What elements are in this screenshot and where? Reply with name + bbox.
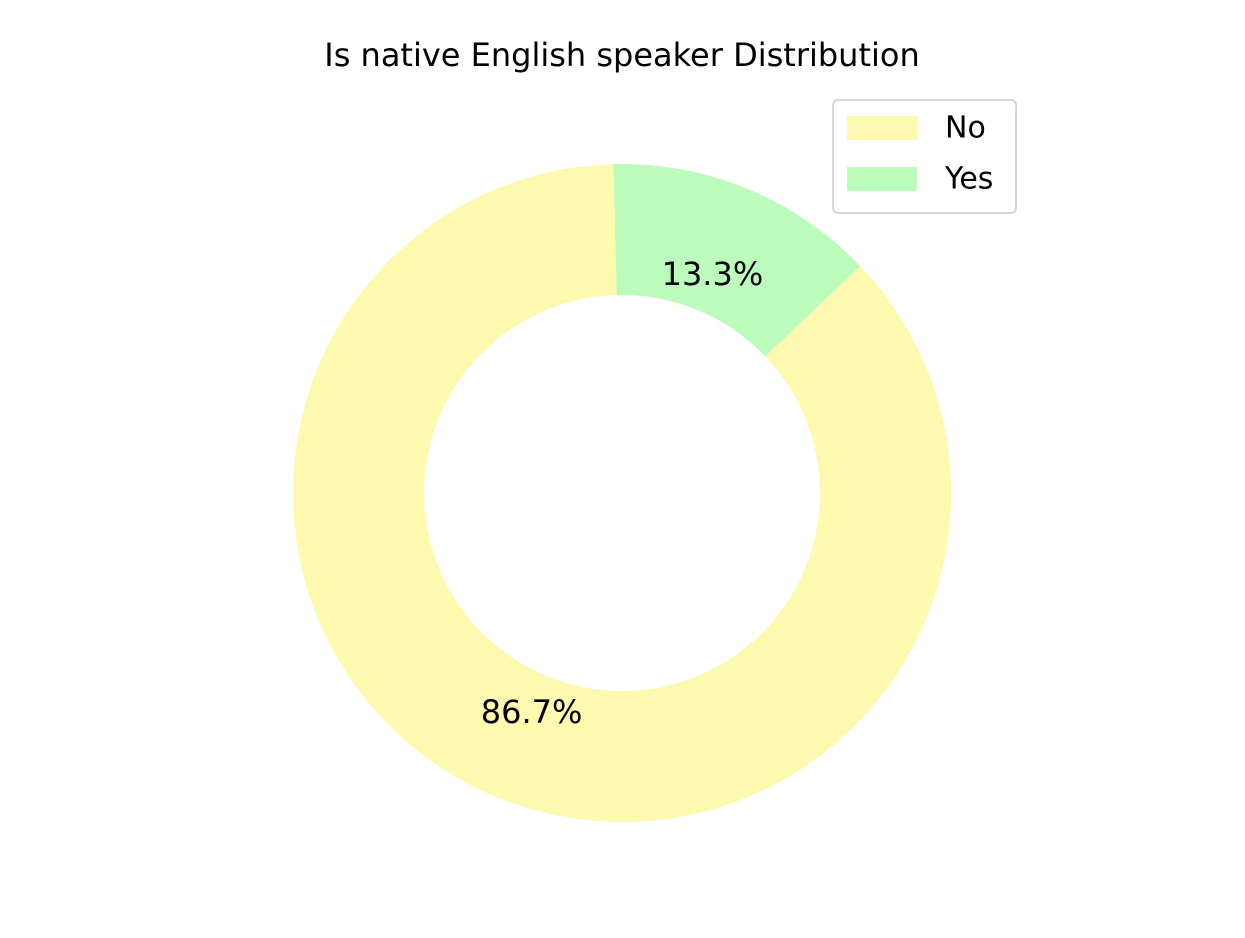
legend: No Yes	[832, 99, 1017, 214]
slice-labels-group: 86.7% 13.3%	[481, 255, 763, 731]
slice-label-no: 86.7%	[481, 693, 583, 731]
legend-swatch-no	[847, 116, 917, 140]
legend-label-yes: Yes	[944, 162, 993, 197]
slice-yes	[613, 164, 861, 357]
chart-title: Is native English speaker Distribution	[324, 36, 920, 74]
slices-group	[293, 164, 952, 823]
legend-swatch-yes	[847, 167, 917, 191]
slice-no	[293, 164, 952, 823]
legend-label-no: No	[945, 111, 986, 146]
slice-label-yes: 13.3%	[662, 255, 764, 293]
